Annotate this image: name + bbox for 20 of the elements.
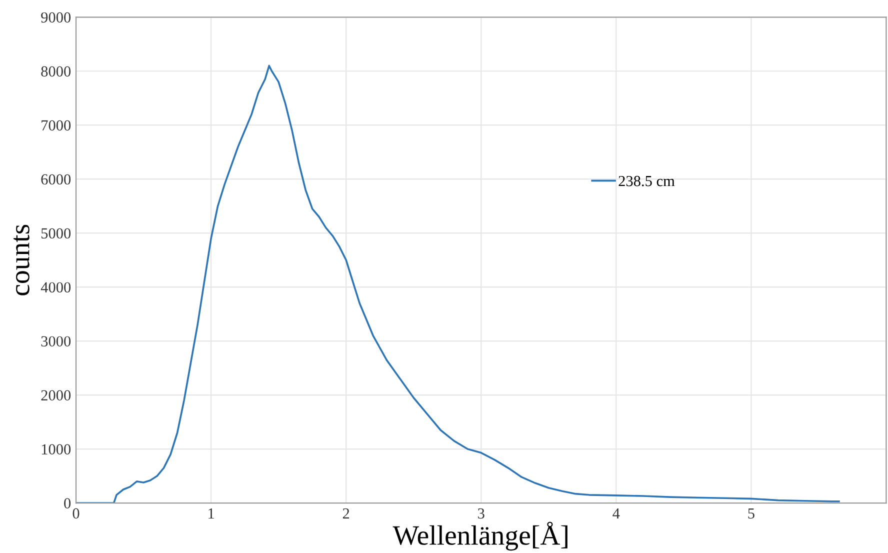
x-tick-label: 4 [612, 508, 620, 518]
y-tick-label: 9000 [41, 12, 71, 23]
y-tick-label: 3000 [41, 336, 71, 347]
y-tick-label: 7000 [42, 120, 71, 131]
x-tick-label: 1 [208, 508, 214, 518]
y-tick-label: 6000 [41, 174, 71, 185]
x-tick-label: 3 [478, 508, 484, 519]
y-tick-label: 2000 [41, 390, 71, 400]
x-tick-label: 5 [748, 508, 754, 519]
y-axis-title: counts [13, 224, 30, 296]
line-series [76, 64, 840, 504]
y-tick-label: 4000 [40, 282, 71, 293]
x-axis-title: Wellenlänge[Å] [392, 522, 568, 551]
y-tick-label: 1000 [42, 444, 71, 454]
y-tick-label: 8000 [41, 66, 71, 77]
x-tick-label: 0 [72, 508, 80, 519]
y-tick-label: 0 [64, 498, 71, 508]
x-tick-label: 2 [342, 508, 350, 518]
y-tick-label: 5000 [41, 228, 71, 239]
legend-label: 238.5 cm [618, 176, 675, 186]
